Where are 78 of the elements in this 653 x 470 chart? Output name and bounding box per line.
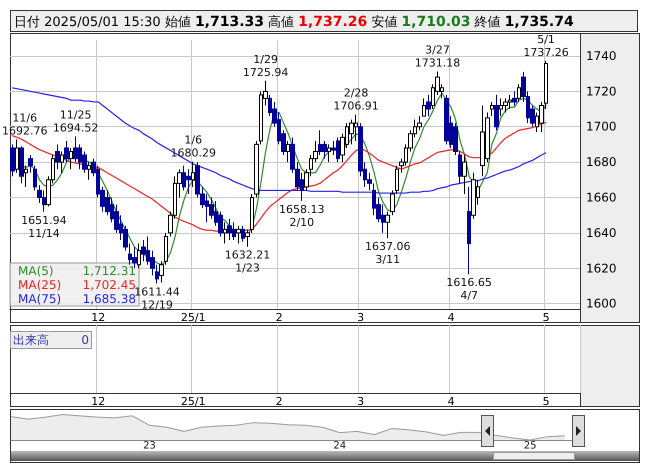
candlestick [24,165,28,188]
candlestick [64,140,69,163]
y-tick-label: 1680 [586,155,617,170]
candlestick [223,222,227,244]
annotation: 11/25 1694.52 [52,108,98,134]
category-label: 12 [91,395,106,408]
y-tick-label: 1620 [586,261,617,276]
annotation: 1632.21 1/23 [224,248,270,275]
annotation: 1616.65 4/7 [446,276,492,302]
candlestick [60,150,64,174]
annotation: 5/1 1737.26 [523,32,569,59]
annotation: 1651.94 11/14 [21,214,67,240]
candlestick [141,239,146,262]
candlestick [490,101,494,117]
candlestick [19,146,24,184]
text: MA(5) [18,264,54,278]
category-label: 25/1 [180,395,206,408]
text: 終値 1,735.74 [474,14,574,30]
y-tick-label: 1720 [586,84,617,98]
category-label: 5 [542,395,550,408]
x-tick-label: 25/1 [180,311,206,324]
x-tick-label: 3 [357,311,364,324]
candlestick [327,144,331,163]
candlestick [137,243,141,269]
candlestick [10,144,15,177]
text: 出来高 [13,333,49,347]
y-tick-label: 1740 [586,48,617,63]
category-label: 4 [448,395,455,408]
candlestick [227,218,232,240]
candlestick [512,90,517,106]
candlestick [517,84,521,102]
candlestick [503,98,508,114]
candlestick [286,140,290,163]
x-tick-label: 23 [143,440,156,452]
text: 高値 1,737.26 [268,14,368,30]
text: 安値 1,710.03 [371,14,470,30]
annotation: 3/27 1731.18 [414,44,460,70]
candlestick [55,144,60,170]
candlestick [385,211,390,239]
text: 0 [81,332,89,348]
text: 始値 1,713.33 [164,14,264,30]
candlestick [444,94,449,145]
y-tick-label: 1600 [586,296,617,311]
x-tick-label: 2 [276,311,283,324]
category-label: 3 [357,395,364,408]
candlestick [191,161,195,188]
candlestick [186,168,191,194]
candlestick [69,147,73,170]
x-tick-label: 12 [91,311,106,324]
candlestick [87,162,91,180]
candlestick [426,94,431,117]
candlestick [422,98,426,117]
candlestick [15,139,19,174]
x-tick-label: 4 [448,311,455,324]
annotation: 1,702.45 [82,278,136,292]
annotation: 1637.06 3/11 [364,240,410,266]
y-tick-label: 1640 [586,226,617,240]
candlestick [462,154,467,194]
candlestick [471,172,476,220]
x-tick-label: 24 [333,440,346,452]
text: 日付 2025/05/01 15:30 [14,15,162,30]
annotation: 1658.13 2/10 [279,202,325,229]
annotation: 1,712.31 [82,264,136,278]
candlestick [467,186,471,275]
candlestick [494,94,499,131]
candlestick [241,225,245,242]
category-label: 2 [276,395,283,408]
y-tick-label: 1660 [586,190,617,205]
annotation: 1611.44 12/19 [134,285,180,312]
candlestick [236,225,241,244]
x-tick-label: 25 [524,440,536,452]
annotation: 1/29 1725.94 [242,52,288,79]
y-tick-label: 1700 [586,120,617,134]
annotation: 2/28 1706.91 [333,86,379,112]
text: MA(75) [18,292,62,306]
x-tick-label: 5 [542,311,550,324]
text: MA(25) [18,278,62,292]
annotation: 1,685.38 [82,292,136,306]
